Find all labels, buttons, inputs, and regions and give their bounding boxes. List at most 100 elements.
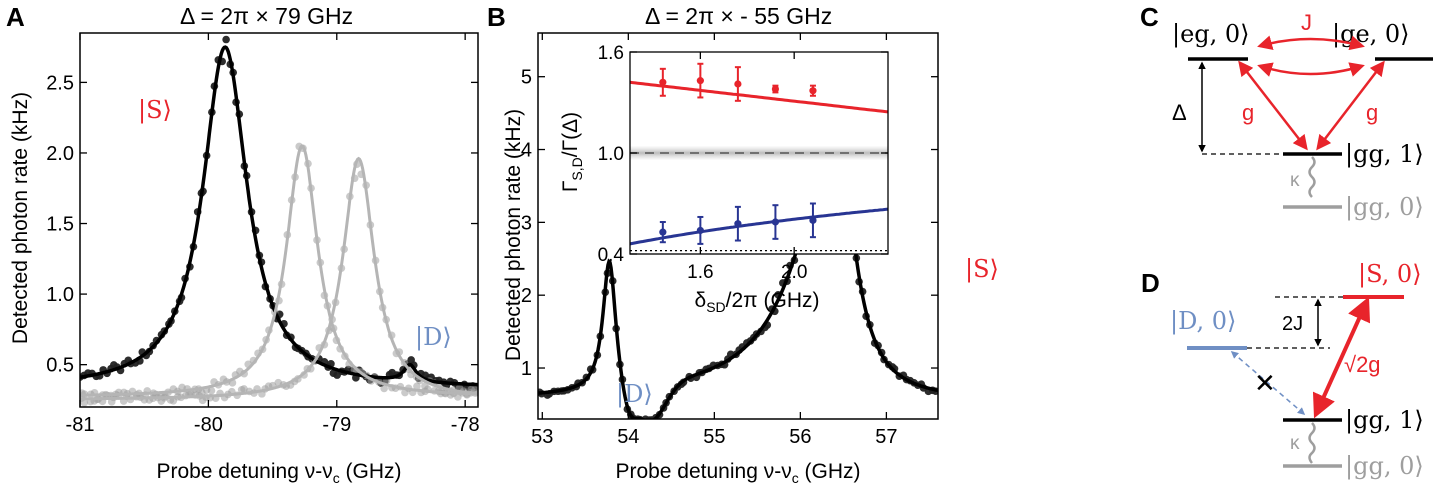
ket-gg0-d: |gg, 0⟩ [1345,452,1424,481]
label-kappa: κ [1290,170,1300,191]
label-sqrt2g: √2g [1344,352,1381,377]
x-tick-label: 56 [789,426,811,448]
fit-curve [80,45,478,387]
panel-a-xlabel: Probe detuning ν-νc (GHz) [156,460,401,486]
fit-curve [80,156,478,401]
y-tick-label: 4 [521,140,532,162]
panel-b-title: Δ = 2π × - 55 GHz [645,3,832,29]
y-tick-label: 1 [521,358,532,380]
panel-b-ticks: 53 54 55 56 57 1 2 3 4 5 [521,33,938,448]
inset-point [659,228,667,236]
inset-ylabel-rest: /Γ(Δ) [559,112,582,157]
panel-a: A Δ = 2π × 79 GHz -81 -80 -79 -78 0.5 1.0 1.5 2… [6,2,480,486]
fit-curve [80,144,478,397]
label-kappa-d: κ [1290,433,1300,454]
y-tick-label: 2.5 [46,72,74,94]
label-s-state-b: |S⟩ [965,255,999,284]
inset-point [659,78,667,86]
ket-s0: |S, 0⟩ [1358,260,1422,289]
y-tick-label: 1.0 [46,284,74,306]
data-point [380,384,388,393]
label-s-state: |S⟩ [138,96,172,125]
j-coupling-arrow-top [1257,35,1365,51]
panel-a-ylabel: Detected photon rate (kHz) [9,92,32,344]
x-tick-label: -79 [322,414,351,436]
y-tick-label: 2 [521,285,532,307]
panel-b-xlabel-sub: c [792,470,799,486]
inset-point [696,226,704,235]
inset-point [734,220,742,228]
inset-point [809,216,817,224]
panel-d-level-diagram: D |S, 0⟩ |D, 0⟩ |gg, 1⟩ |gg, 0⟩ 2J √2g ✕… [1141,260,1424,481]
x-tick-label: 55 [703,426,725,448]
panel-letter-b: B [487,2,506,32]
fit-curve [538,129,938,419]
g-coupling-right [1316,60,1385,151]
y-tick-label: 0.4 [598,245,625,266]
data-point [421,382,429,390]
ket-eg0: |eg, 0⟩ [1172,20,1250,49]
ket-gg1-d: |gg, 1⟩ [1345,406,1424,435]
ket-ge0: |ge, 0⟩ [1332,20,1410,49]
inset-point [771,218,780,226]
inset-point [734,80,742,88]
y-tick-label: 3 [521,212,532,234]
y-tick-label: 1.0 [598,144,624,165]
x-tick-label: 1.6 [687,262,713,283]
panel-a-frame [79,32,479,408]
y-tick-label: 0.5 [46,355,74,377]
x-tick-label: 53 [531,426,553,448]
inset-ylabel-main: Γ [559,181,582,193]
kappa-decay-squiggle-d [1308,422,1316,464]
label-d-state-b: |D⟩ [616,380,653,409]
inset-xlabel-sub: SD [706,299,725,315]
sqrt2g-coupling [1312,296,1371,419]
panel-a-xlabel-sub: c [333,470,340,486]
inset-fit-red [629,80,889,114]
inset-ylabel-sub: S,D [569,157,585,180]
inset-ticks: 1.6 2.0 0.4 1.0 1.6 [598,43,888,283]
panel-letter-a: A [6,2,25,32]
data-point [80,398,89,407]
inset: 1.6 2.0 0.4 1.0 1.6 δSD/2π (GHz) ΓS,D/Γ(Δ) [559,43,889,315]
panel-a-xlabel-main: Probe detuning ν-ν [156,460,332,483]
x-tick-label: 2.0 [781,262,807,283]
data-point [222,35,230,44]
plot-area-A [80,35,478,407]
inset-point [696,77,704,85]
inset-point [809,87,817,95]
ket-d0: |D, 0⟩ [1170,307,1236,336]
inset-data [629,62,889,252]
kappa-decay-squiggle [1308,156,1316,198]
inset-ylabel: ΓS,D/Γ(Δ) [559,112,585,192]
x-tick-label: -78 [451,414,480,436]
inset-xlabel: δSD/2π (GHz) [695,289,820,315]
ket-gg1: |gg, 1⟩ [1345,140,1424,169]
panel-b-xlabel-unit: (GHz) [799,460,861,483]
inset-point [771,85,780,93]
panel-letter-c: C [1140,2,1159,32]
label-2j: 2J [1282,313,1303,335]
g-coupling-left [1238,60,1308,151]
x-tick-label: -81 [66,414,95,436]
panel-c-level-diagram: C |eg, 0⟩ |ge, 0⟩ |gg, 1⟩ |gg, 0⟩ J g g … [1140,2,1433,222]
panel-b-xlabel: Probe detuning ν-νc (GHz) [615,460,860,486]
label-g-left: g [1242,100,1254,125]
y-tick-label: 1.6 [598,43,624,64]
y-tick-label: 5 [521,67,532,89]
label-d-state: |D⟩ [415,323,452,352]
label-delta: Δ [1172,100,1187,125]
cross-mark: ✕ [1254,368,1276,398]
y-tick-label: 1.5 [46,214,74,236]
panel-a-ticks: -81 -80 -79 -78 0.5 1.0 1.5 2.0 2.5 [46,33,480,436]
label-j: J [1301,10,1312,35]
d-coupling-dashed [1230,351,1306,415]
inset-xlabel-main: δ [695,289,707,312]
panel-b-ylabel: Detected photon rate (kHz) [502,109,525,361]
y-tick-label: 2.0 [46,143,74,165]
data-point [207,386,216,395]
panel-b-xlabel-main: Probe detuning ν-ν [615,460,791,483]
inset-fit-blue [629,207,889,246]
